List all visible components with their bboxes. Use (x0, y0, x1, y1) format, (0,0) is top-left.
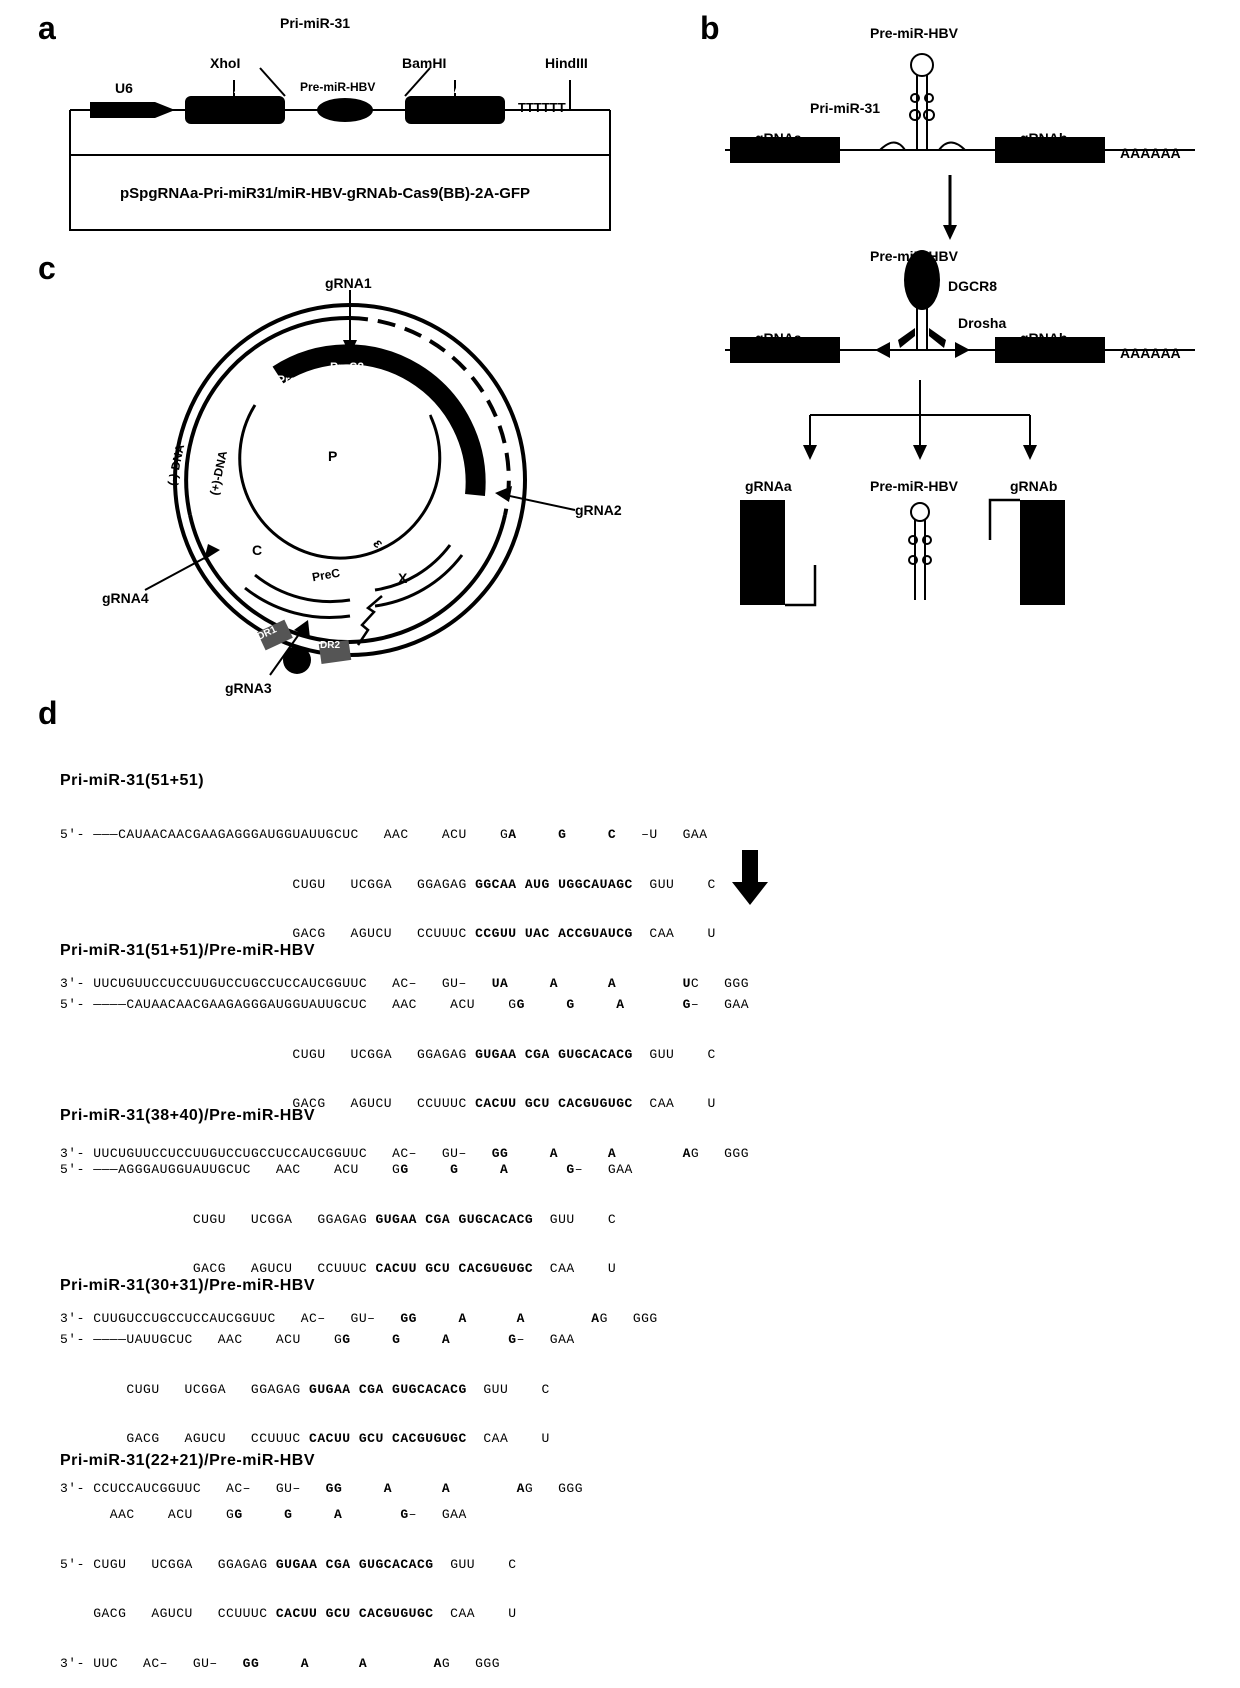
dgcr8-label: DGCR8 (948, 278, 997, 294)
grnab-label-a: gRNAb (425, 80, 472, 96)
pre-mir-hbv-label-b3: Pre-miR-HBV (870, 478, 958, 494)
panel-b-label: b (700, 10, 720, 47)
grnab-label-b3: gRNAb (1010, 478, 1057, 494)
seq2-title: Pri-miR-31(51+51)/Pre-miR-HBV (60, 942, 749, 960)
panel-a-diagram (60, 30, 620, 240)
grna4-label: gRNA4 (102, 590, 149, 606)
seq5-block: Pri-miR-31(22+21)/Pre-miR-HBV AAC ACU GG… (60, 1420, 517, 1688)
polyt-label: TTTTTT (518, 100, 566, 115)
grna3-label: gRNA3 (225, 680, 272, 696)
grnaa-label-a: gRNAa (205, 80, 252, 96)
hindiii-label: HindIII (545, 55, 588, 71)
pre-mir-hbv-label-b2: Pre-miR-HBV (870, 248, 958, 264)
x-label: X (398, 570, 407, 586)
dr2-label: DR2 (320, 640, 340, 651)
polya-label-1: AAAAAA (1120, 145, 1181, 161)
seq4-title: Pri-miR-31(30+31)/Pre-miR-HBV (60, 1277, 583, 1295)
panel-a-label: a (38, 10, 56, 47)
grnaa-label-b1: gRNAa (755, 130, 802, 146)
big-arrow-d (730, 850, 770, 910)
pri-mir31-label-b: Pri-miR-31 (810, 100, 880, 116)
pre-mir-hbv-label-a: Pre-miR-HBV (300, 80, 375, 94)
plasmid-name: pSpgRNAa-Pri-miR31/miR-HBV-gRNAb-Cas9(BB… (120, 185, 530, 202)
pres1-label: PreS1 (277, 373, 311, 387)
drosha-label: Drosha (958, 315, 1006, 331)
polya-label-2: AAAAAA (1120, 345, 1181, 361)
panel-d-label: d (38, 695, 58, 732)
grna2-label: gRNA2 (575, 502, 622, 518)
seq5-title: Pri-miR-31(22+21)/Pre-miR-HBV (60, 1452, 517, 1470)
pri-mir31-label-a: Pri-miR-31 (280, 15, 350, 31)
xhoi-label: XhoI (210, 55, 240, 71)
grna1-label: gRNA1 (325, 275, 372, 291)
pres2-label: PreS2 (330, 360, 364, 374)
c-label-orf: C (252, 542, 262, 558)
seq3-title: Pri-miR-31(38+40)/Pre-miR-HBV (60, 1107, 658, 1125)
u6-label: U6 (115, 80, 133, 96)
panel-c-label: c (38, 250, 56, 287)
grnaa-label-b2: gRNAa (755, 330, 802, 346)
p-label: P (328, 448, 337, 464)
grnaa-label-b3: gRNAa (745, 478, 792, 494)
grnab-label-b1: gRNAb (1020, 130, 1067, 146)
pre-mir-hbv-label-b1: Pre-miR-HBV (870, 25, 958, 41)
bamhi-label: BamHI (402, 55, 446, 71)
grnab-label-b2: gRNAb (1020, 330, 1067, 346)
seq1-title: Pri-miR-31(51+51) (60, 772, 749, 790)
